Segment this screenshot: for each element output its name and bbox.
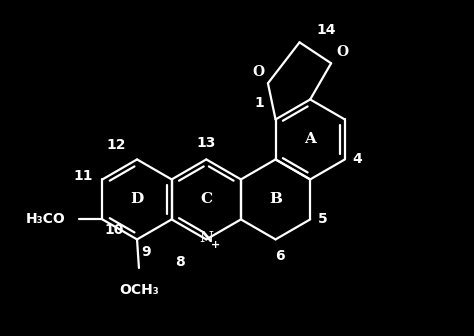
- Text: 6: 6: [275, 249, 285, 263]
- Text: 9: 9: [141, 245, 150, 259]
- Text: 1: 1: [255, 96, 264, 110]
- Text: +: +: [211, 240, 220, 250]
- Text: O: O: [252, 66, 264, 79]
- Text: 12: 12: [106, 138, 126, 152]
- Text: A: A: [304, 132, 316, 146]
- Text: 4: 4: [353, 153, 362, 166]
- Text: 14: 14: [317, 23, 336, 37]
- Text: 8: 8: [175, 255, 184, 269]
- Text: H₃CO: H₃CO: [26, 212, 65, 226]
- Text: N: N: [200, 230, 213, 245]
- Text: 5: 5: [318, 212, 328, 226]
- Text: C: C: [200, 193, 212, 206]
- Text: 11: 11: [73, 169, 93, 183]
- Text: O: O: [337, 45, 349, 59]
- Text: D: D: [130, 193, 144, 206]
- Text: 13: 13: [197, 136, 216, 150]
- Text: 10: 10: [104, 223, 124, 237]
- Text: OCH₃: OCH₃: [119, 283, 159, 297]
- Text: B: B: [269, 193, 282, 206]
